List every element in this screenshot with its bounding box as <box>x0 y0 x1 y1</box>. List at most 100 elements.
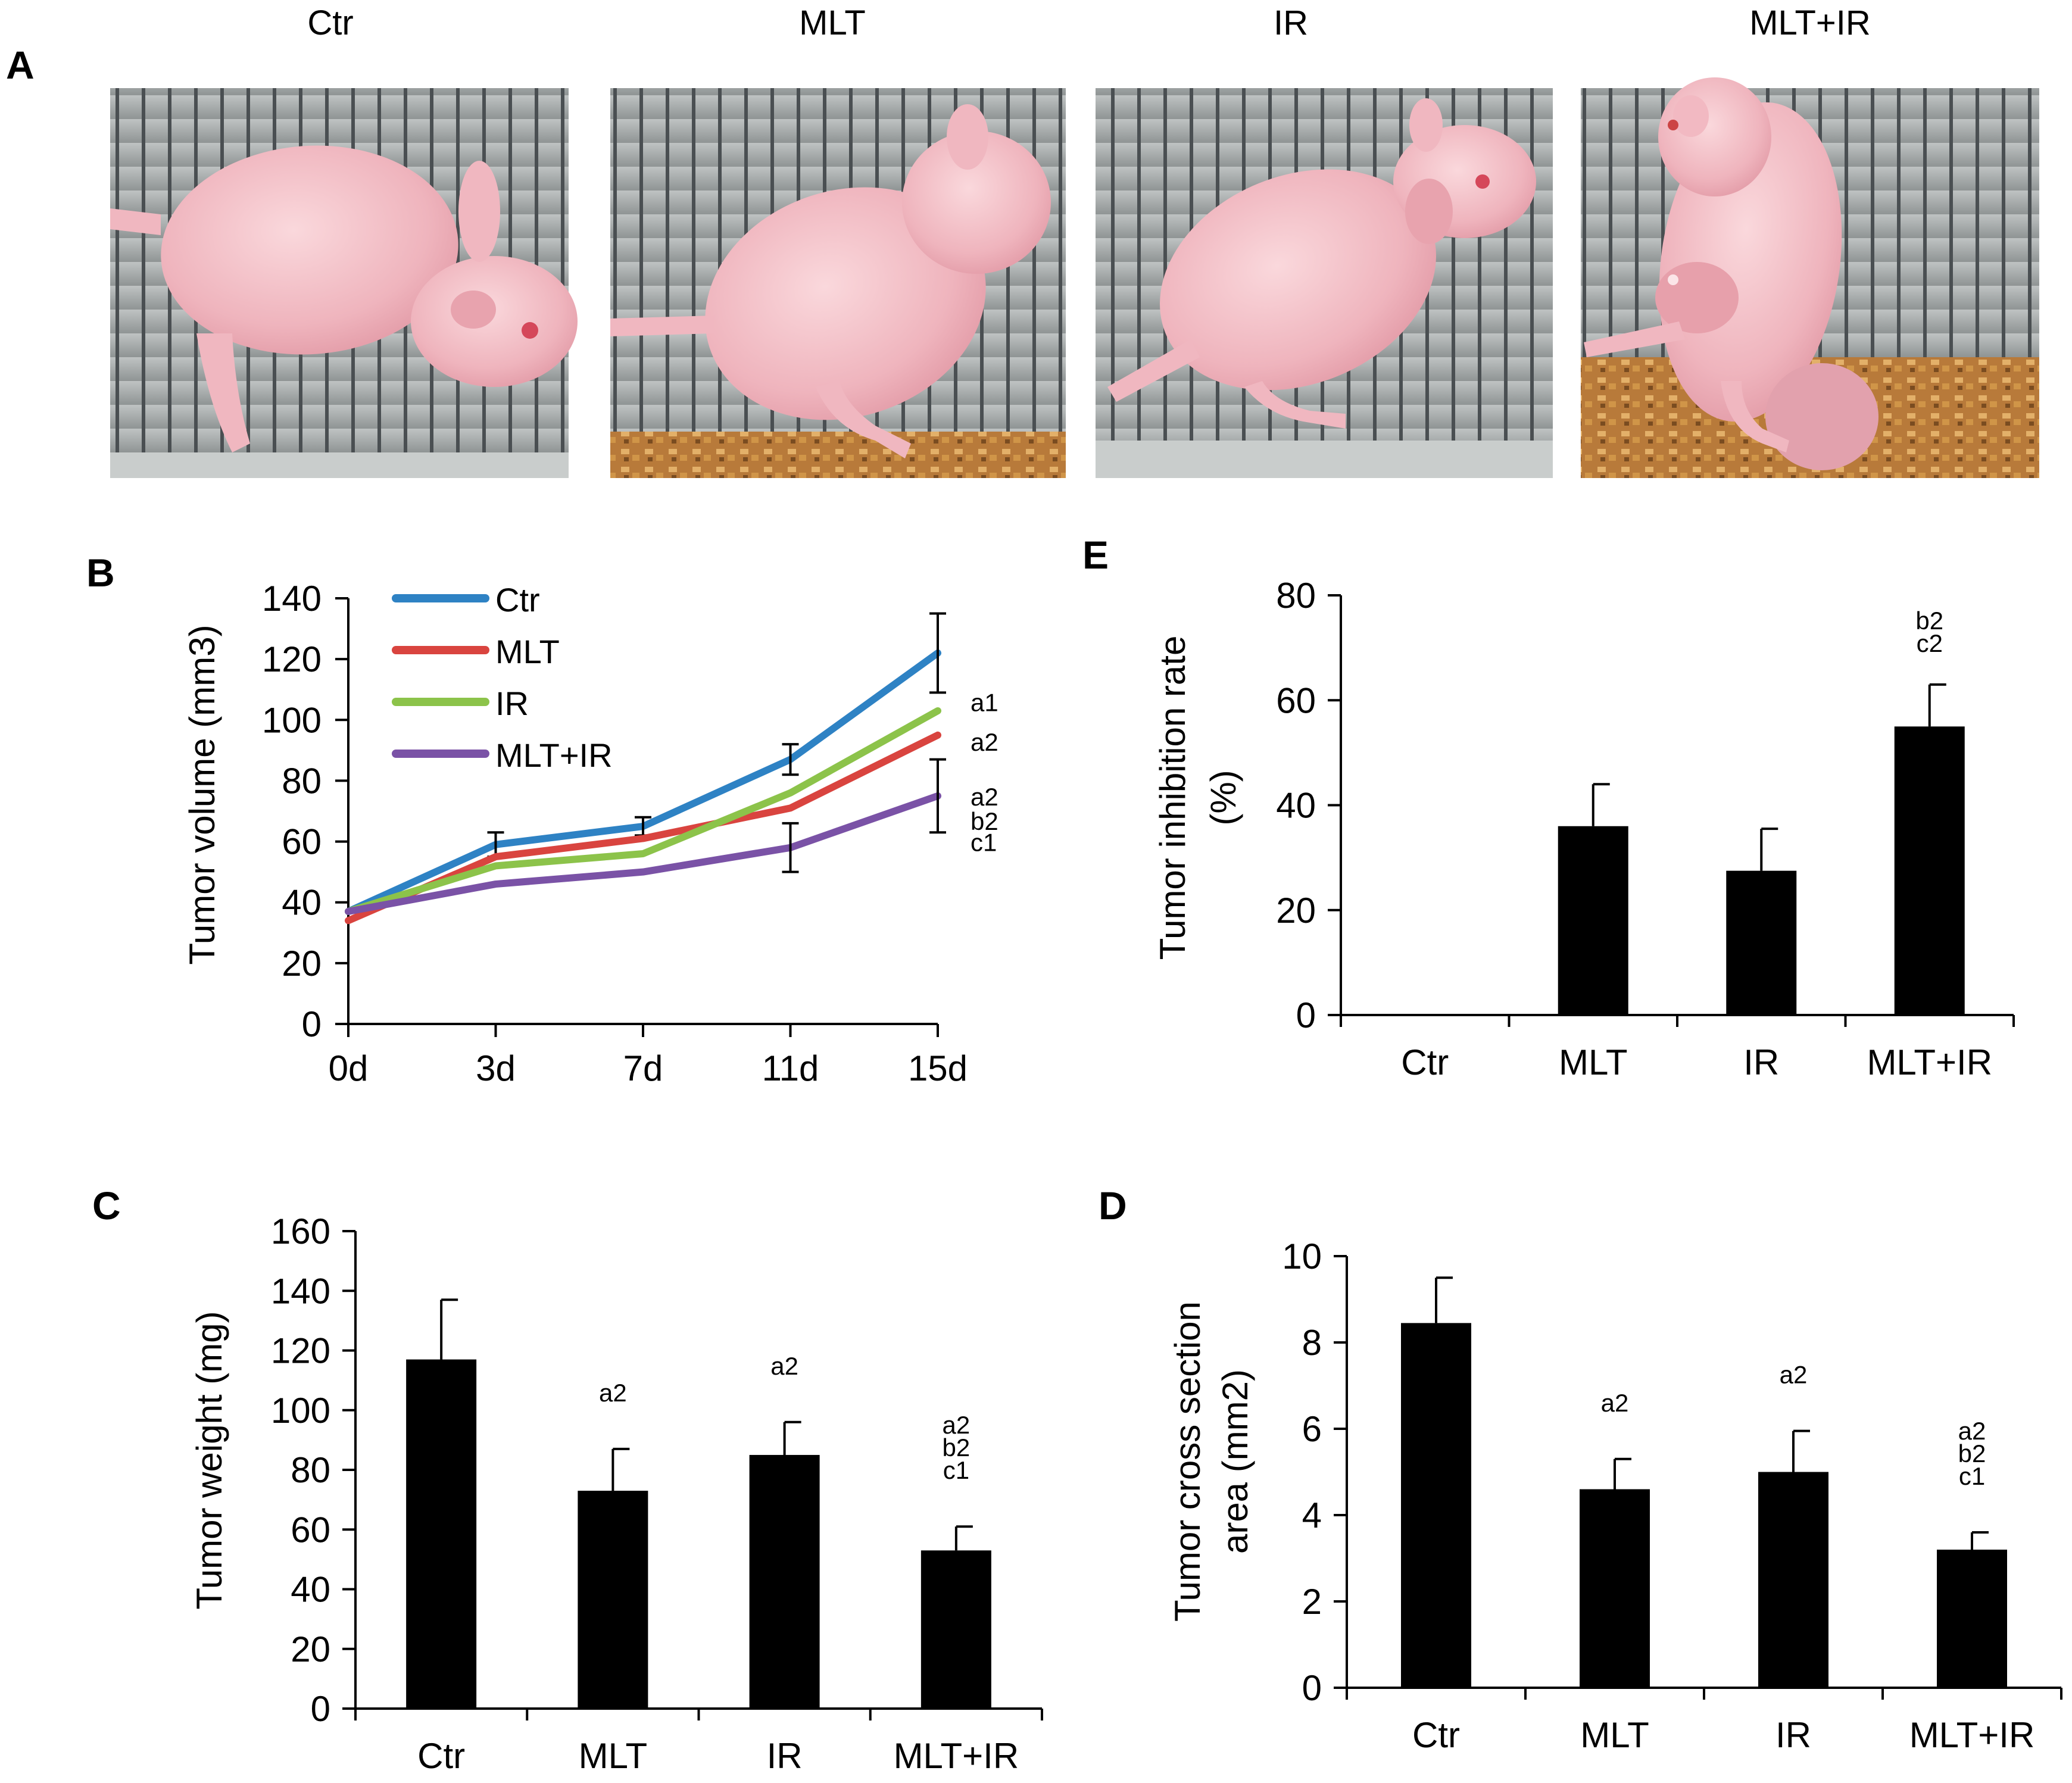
y-axis-label-line-2: area (mm2) <box>1215 1369 1255 1554</box>
y-axis-label: Tumor volume (mm3) <box>182 624 222 964</box>
y-tick-label: 0 <box>1296 995 1316 1035</box>
bar-ctr <box>406 1359 477 1709</box>
y-tick-label: 60 <box>291 1510 330 1550</box>
significance-annotation: b2 <box>1958 1439 1986 1467</box>
y-tick-label: 20 <box>291 1629 330 1669</box>
y-tick-label: 80 <box>291 1450 330 1490</box>
y-tick-label: 40 <box>1276 786 1316 826</box>
x-tick-label: MLT+IR <box>1867 1042 1992 1082</box>
y-tick-label: 160 <box>271 1211 330 1251</box>
tumor-inhibition-bar-chart: Tumor inhibition rate (%) 0 20 40 60 80 Ctr ML… <box>1153 576 2015 1082</box>
y-tick-label: 60 <box>1276 680 1316 720</box>
significance-annotation: a2 <box>971 728 998 756</box>
bar-mlt-ir <box>1937 1550 2007 1688</box>
x-tick-label: MLT <box>579 1736 648 1776</box>
bar-mlt-ir <box>1894 726 1965 1015</box>
significance-annotation: a2 <box>770 1352 798 1380</box>
bar-ir <box>1758 1472 1828 1688</box>
x-tick-label: 15d <box>908 1048 968 1088</box>
tumor-cross-section-bar-chart: Tumor cross section area (mm2) 0 2 4 6 8 10 Ct… <box>1168 1236 2062 1755</box>
y-axis-label: Tumor weight (mg) <box>189 1311 229 1609</box>
significance-annotation: b2 <box>971 807 998 835</box>
x-tick-label: MLT <box>1559 1042 1628 1082</box>
x-tick-label: IR <box>1775 1715 1811 1755</box>
y-tick-label: 4 <box>1302 1495 1322 1535</box>
significance-annotation: a2 <box>943 1411 971 1439</box>
x-tick-label: MLT <box>1580 1715 1649 1755</box>
panel-label-d: D <box>1099 1184 1127 1228</box>
y-tick-label: 80 <box>1276 576 1316 616</box>
mouse-photo-ir <box>1096 88 1553 478</box>
bar-ir <box>749 1454 820 1709</box>
x-tick-label: 11d <box>762 1048 819 1088</box>
x-tick-label: Ctr <box>1401 1042 1449 1082</box>
x-tick-label: MLT+IR <box>894 1736 1019 1776</box>
y-tick-label: 0 <box>1302 1668 1322 1708</box>
bar-mlt-ir <box>920 1550 991 1709</box>
bar-ir <box>1726 870 1797 1015</box>
photo-panel: Ctr MLT IR MLT+IR <box>110 4 2039 478</box>
y-axis-label-line-2: (%) <box>1203 770 1243 825</box>
photo-label-ir: IR <box>1274 4 1308 42</box>
y-tick-label: 60 <box>282 822 322 862</box>
x-tick-label: 0d <box>329 1048 369 1088</box>
significance-annotation: a2 <box>1958 1417 1986 1445</box>
x-tick-label: 7d <box>623 1048 663 1088</box>
bar-mlt <box>1558 826 1628 1015</box>
legend-label: MLT+IR <box>495 736 613 774</box>
x-tick-label: IR <box>767 1736 803 1776</box>
y-tick-label: 140 <box>262 579 322 619</box>
x-tick-label: IR <box>1743 1042 1779 1082</box>
y-tick-label: 140 <box>271 1271 330 1311</box>
bar-mlt <box>1580 1489 1650 1688</box>
y-tick-label: 6 <box>1302 1409 1322 1449</box>
series-line-mlt-ir <box>345 792 941 916</box>
x-tick-label: Ctr <box>417 1736 465 1776</box>
significance-annotation: c2 <box>1917 629 1943 657</box>
panel-label-e: E <box>1082 533 1109 577</box>
mouse-photo-mlt-ir <box>1581 77 2039 478</box>
y-tick-label: 80 <box>282 761 322 801</box>
series-line-ir <box>345 707 941 916</box>
significance-annotation: a2 <box>971 783 998 811</box>
photo-label-mlt: MLT <box>799 4 866 42</box>
x-tick-label: 3d <box>476 1048 516 1088</box>
legend-label: Ctr <box>495 581 540 619</box>
significance-annotation: a2 <box>1780 1361 1808 1389</box>
panel-label-a: A <box>6 43 35 87</box>
significance-annotation: a2 <box>599 1379 627 1407</box>
significance-annotation: b2 <box>943 1434 971 1462</box>
panel-label-b: B <box>86 551 115 595</box>
significance-annotation: c1 <box>943 1456 969 1484</box>
y-tick-label: 40 <box>282 883 322 923</box>
y-tick-label: 100 <box>271 1391 330 1431</box>
tumor-weight-bar-chart: Tumor weight (mg) 0 20 40 60 80 100 120 140 160 C… <box>189 1211 1043 1776</box>
photo-label-mlt-ir: MLT+IR <box>1749 4 1871 42</box>
panel-label-c: C <box>92 1184 121 1228</box>
bar-ctr <box>1401 1323 1471 1688</box>
x-tick-label: MLT+IR <box>1909 1715 2035 1755</box>
y-tick-label: 8 <box>1302 1323 1322 1363</box>
significance-annotation: c1 <box>1959 1462 1985 1490</box>
significance-annotation: a2 <box>1601 1389 1629 1417</box>
y-tick-label: 120 <box>271 1331 330 1371</box>
y-tick-label: 10 <box>1282 1236 1322 1276</box>
legend-label: MLT <box>495 633 560 670</box>
bar-mlt <box>578 1491 648 1709</box>
mouse-photo-mlt <box>610 88 1066 478</box>
y-tick-label: 2 <box>1302 1582 1322 1622</box>
y-tick-label: 100 <box>262 700 322 740</box>
y-tick-label: 0 <box>311 1689 330 1729</box>
x-tick-label: Ctr <box>1412 1715 1460 1755</box>
y-tick-label: 0 <box>302 1004 322 1044</box>
y-axis-label-line-1: Tumor cross section <box>1168 1301 1207 1622</box>
significance-annotation: c1 <box>971 829 997 857</box>
y-tick-label: 120 <box>262 639 322 679</box>
mouse-photo-ctr <box>110 88 578 478</box>
tumor-volume-line-chart: Tumor volume (mm3) 0 20 40 60 80 100 120 140 0d 3… <box>182 579 998 1088</box>
y-tick-label: 20 <box>282 944 322 983</box>
significance-annotation: a1 <box>971 689 998 717</box>
y-tick-label: 20 <box>1276 891 1316 930</box>
